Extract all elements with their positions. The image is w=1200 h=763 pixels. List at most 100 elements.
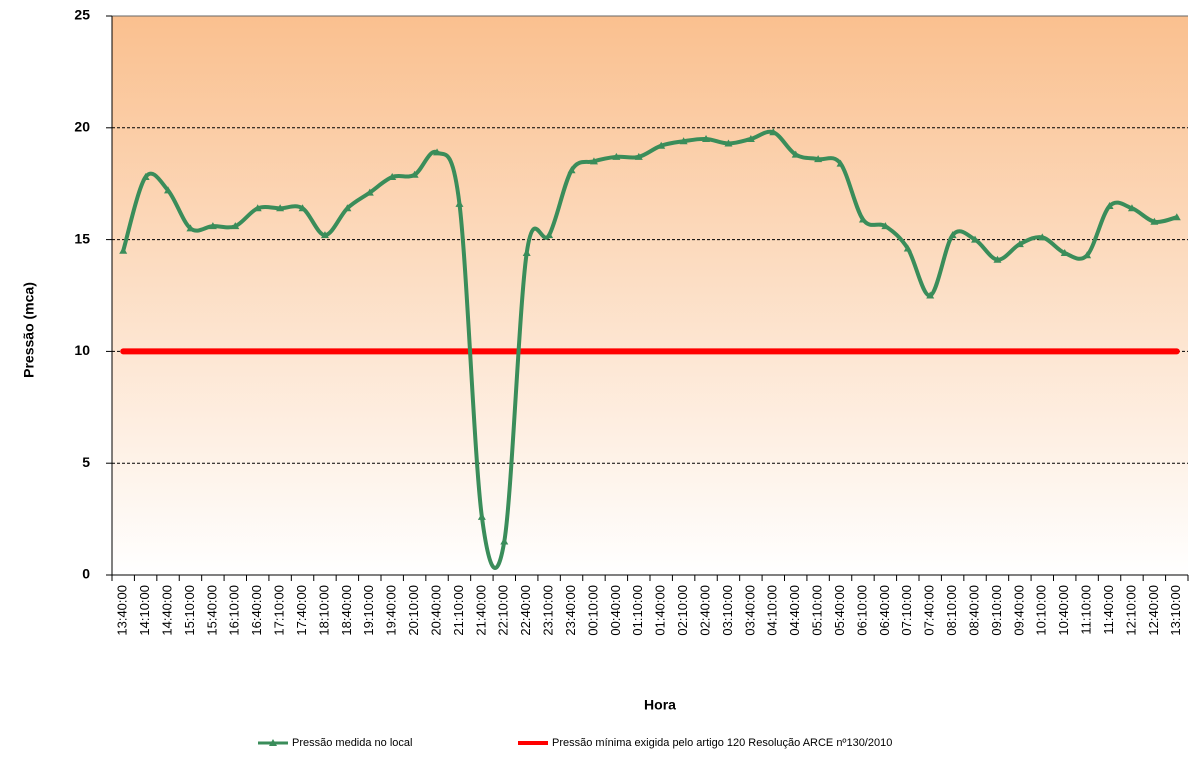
x-tick-label: 03:10:00 bbox=[720, 585, 735, 636]
marker bbox=[836, 159, 845, 167]
marker bbox=[657, 141, 666, 149]
marker bbox=[702, 134, 711, 142]
x-tick-label: 03:40:00 bbox=[742, 585, 757, 636]
marker bbox=[119, 246, 128, 254]
marker bbox=[1015, 240, 1024, 248]
x-tick-label: 10:40:00 bbox=[1056, 585, 1071, 636]
x-tick-label: 23:40:00 bbox=[563, 585, 578, 636]
x-tick-label: 13:40:00 bbox=[115, 585, 130, 636]
x-tick-label: 02:10:00 bbox=[675, 585, 690, 636]
x-tick-label: 21:40:00 bbox=[473, 585, 488, 636]
x-tick-label: 00:40:00 bbox=[608, 585, 623, 636]
y-tick-label: 15 bbox=[74, 230, 90, 246]
marker bbox=[1083, 251, 1092, 259]
y-tick-label: 20 bbox=[74, 119, 90, 135]
plot-area bbox=[112, 16, 1188, 575]
marker bbox=[791, 150, 800, 158]
x-tick-label: 19:10:00 bbox=[361, 585, 376, 636]
x-tick-label: 17:10:00 bbox=[272, 585, 287, 636]
x-tick-label: 05:10:00 bbox=[810, 585, 825, 636]
x-tick-label: 11:10:00 bbox=[1079, 585, 1094, 635]
y-tick-label: 0 bbox=[82, 566, 90, 582]
x-tick-label: 09:10:00 bbox=[989, 585, 1004, 636]
marker bbox=[477, 512, 486, 520]
x-tick-label: 18:10:00 bbox=[316, 585, 331, 636]
x-tick-label: 21:10:00 bbox=[451, 585, 466, 636]
marker bbox=[522, 249, 531, 257]
x-tick-label: 15:10:00 bbox=[182, 585, 197, 636]
x-tick-label: 05:40:00 bbox=[832, 585, 847, 636]
x-tick-label: 08:40:00 bbox=[966, 585, 981, 636]
legend-marker bbox=[269, 739, 277, 746]
marker bbox=[971, 235, 980, 243]
marker bbox=[186, 224, 195, 232]
x-tick-label: 07:40:00 bbox=[922, 585, 937, 636]
marker bbox=[320, 231, 329, 239]
marker bbox=[253, 204, 262, 212]
x-tick-label: 00:10:00 bbox=[585, 585, 600, 636]
marker bbox=[881, 222, 890, 230]
marker bbox=[903, 244, 912, 252]
x-tick-label: 04:10:00 bbox=[765, 585, 780, 636]
marker bbox=[769, 128, 778, 136]
x-tick-label: 22:40:00 bbox=[518, 585, 533, 636]
x-tick-label: 04:40:00 bbox=[787, 585, 802, 636]
legend-label: Pressão medida no local bbox=[292, 737, 412, 749]
marker bbox=[746, 134, 755, 142]
marker bbox=[141, 172, 150, 180]
marker bbox=[1150, 217, 1159, 225]
marker bbox=[231, 222, 240, 230]
x-tick-label: 14:40:00 bbox=[159, 585, 174, 636]
x-tick-label: 23:10:00 bbox=[541, 585, 556, 636]
marker bbox=[993, 255, 1002, 263]
marker bbox=[545, 231, 554, 239]
y-tick-label: 5 bbox=[82, 454, 90, 470]
marker bbox=[1060, 249, 1069, 257]
x-tick-label: 07:10:00 bbox=[899, 585, 914, 636]
x-tick-label: 20:10:00 bbox=[406, 585, 421, 636]
legend-label: Pressão mínima exigida pelo artigo 120 R… bbox=[552, 737, 892, 749]
marker bbox=[276, 204, 285, 212]
x-tick-label: 15:40:00 bbox=[204, 585, 219, 636]
x-tick-label: 01:40:00 bbox=[653, 585, 668, 636]
marker bbox=[567, 166, 576, 174]
marker bbox=[433, 148, 442, 156]
x-tick-label: 08:10:00 bbox=[944, 585, 959, 636]
x-tick-label: 16:40:00 bbox=[249, 585, 264, 636]
marker bbox=[500, 537, 509, 545]
marker bbox=[948, 231, 957, 239]
x-tick-label: 11:40:00 bbox=[1101, 585, 1116, 635]
x-tick-label: 09:40:00 bbox=[1011, 585, 1026, 636]
x-tick-label: 16:10:00 bbox=[227, 585, 242, 636]
marker bbox=[724, 139, 733, 147]
marker bbox=[1172, 213, 1181, 221]
marker bbox=[410, 170, 419, 178]
marker bbox=[926, 291, 935, 299]
y-axis-title: Pressão (mca) bbox=[21, 282, 37, 378]
x-tick-label: 13:10:00 bbox=[1168, 585, 1183, 636]
marker bbox=[1105, 202, 1114, 210]
x-tick-label: 12:10:00 bbox=[1123, 585, 1138, 636]
marker bbox=[858, 215, 867, 223]
marker bbox=[1127, 204, 1136, 212]
x-tick-label: 14:10:00 bbox=[137, 585, 152, 636]
marker bbox=[298, 204, 307, 212]
x-tick-label: 19:40:00 bbox=[384, 585, 399, 636]
marker bbox=[455, 199, 464, 207]
x-tick-label: 22:10:00 bbox=[496, 585, 511, 636]
marker bbox=[164, 186, 173, 194]
x-tick-label: 18:40:00 bbox=[339, 585, 354, 636]
x-tick-label: 10:10:00 bbox=[1034, 585, 1049, 636]
marker bbox=[589, 157, 598, 165]
x-tick-label: 20:40:00 bbox=[428, 585, 443, 636]
x-tick-label: 02:40:00 bbox=[697, 585, 712, 636]
marker bbox=[634, 152, 643, 160]
marker bbox=[814, 155, 823, 163]
marker bbox=[343, 204, 352, 212]
x-tick-label: 06:10:00 bbox=[854, 585, 869, 636]
marker bbox=[679, 137, 688, 145]
x-tick-label: 12:40:00 bbox=[1146, 585, 1161, 636]
y-tick-label: 25 bbox=[74, 7, 90, 23]
x-tick-label: 06:40:00 bbox=[877, 585, 892, 636]
